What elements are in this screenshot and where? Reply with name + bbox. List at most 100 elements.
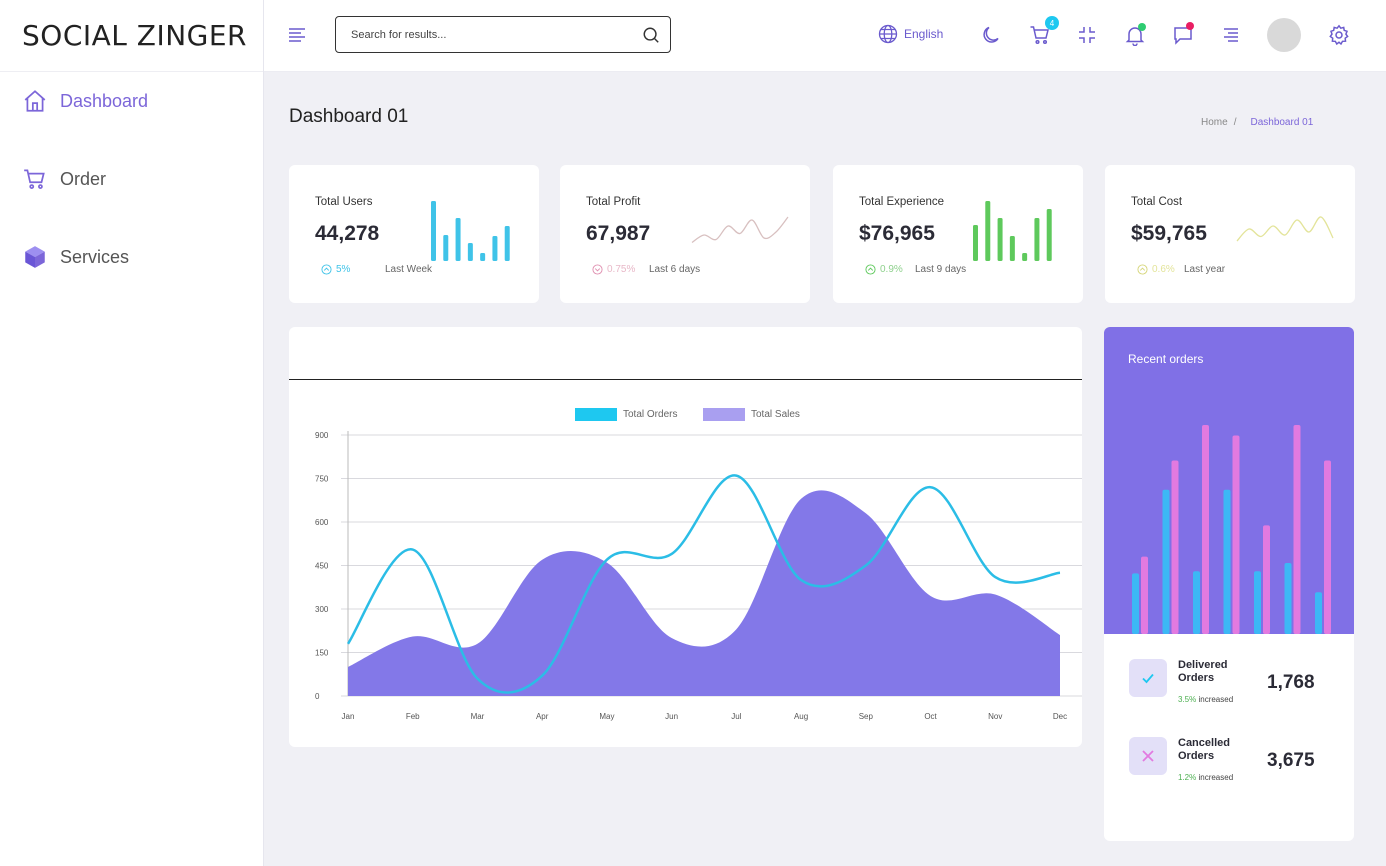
order-change-pct: 1.2%: [1178, 773, 1197, 782]
spark-bar: [492, 236, 498, 261]
orders-bar-blue: [1254, 571, 1261, 634]
order-change: 1.2% increased: [1178, 773, 1233, 782]
trend-up-icon: [865, 264, 876, 275]
legend-item-orders[interactable]: Total Orders: [575, 408, 677, 421]
orders-bar-blue: [1315, 592, 1322, 634]
trend-up-icon: [1137, 264, 1148, 275]
breadcrumb-home[interactable]: Home: [1201, 117, 1228, 128]
minimize-icon[interactable]: [1076, 24, 1098, 46]
stat-card-profit: Total Profit 67,987 0.75% Last 6 days: [560, 165, 810, 303]
stat-value: 44,278: [315, 222, 380, 245]
orders-bar-blue: [1162, 489, 1170, 634]
stat-change: 0.6%: [1152, 264, 1175, 275]
sidebar-item-services[interactable]: Services: [22, 244, 129, 270]
x-tick-label: Apr: [536, 712, 549, 721]
stat-value: $59,765: [1131, 222, 1207, 245]
stat-period: Last 6 days: [649, 264, 701, 275]
sidebar: SOCIAL ZINGER Dashboard Order Services: [0, 0, 264, 866]
search-icon[interactable]: [642, 26, 660, 44]
cart-icon: [24, 169, 45, 189]
orders-bar-pink: [1293, 425, 1301, 634]
recent-orders-bar-chart: [1132, 425, 1331, 634]
stat-label: Total Experience: [859, 196, 945, 208]
x-icon-box: [1129, 737, 1167, 775]
profit-line-sparkline: [691, 216, 789, 244]
spark-bar: [1046, 209, 1052, 261]
search-box: [335, 16, 671, 53]
stat-change: 0.9%: [880, 264, 903, 275]
stat-card-cost: Total Cost $59,765 0.6% Last year: [1105, 165, 1355, 303]
spark-bar: [504, 226, 510, 261]
stat-card-experience: Total Experience $76,965 0.9% Last 9 day…: [833, 165, 1083, 303]
y-tick-label: 600: [315, 518, 329, 527]
message-dot: [1186, 22, 1194, 30]
check-icon-box: [1129, 659, 1167, 697]
orders-line: [346, 474, 1061, 694]
orders-bar-blue: [1284, 562, 1292, 634]
breadcrumb-separator: /: [1233, 117, 1237, 128]
cube-icon: [25, 246, 45, 268]
y-tick-label: 750: [315, 475, 329, 484]
breadcrumb: Home / Dashboard 01: [1201, 117, 1313, 128]
orders-bar-pink: [1263, 525, 1270, 634]
spark-bar: [455, 218, 461, 261]
notification-dot: [1138, 23, 1146, 31]
y-tick-label: 300: [315, 605, 329, 614]
brand-logo[interactable]: SOCIAL ZINGER: [0, 0, 263, 72]
home-icon: [24, 90, 46, 112]
stat-trend: 0.9%: [865, 264, 903, 275]
gear-icon[interactable]: [1328, 24, 1350, 46]
search-input[interactable]: [336, 17, 626, 52]
sidebar-item-dashboard[interactable]: Dashboard: [22, 88, 148, 114]
spark-line: [691, 216, 789, 244]
order-value: 3,675: [1267, 750, 1315, 771]
legend-item-sales[interactable]: Total Sales: [703, 408, 800, 421]
stat-card-users: Total Users 44,278 5% Last Week: [289, 165, 539, 303]
recent-orders-title: Recent orders: [1128, 352, 1204, 366]
order-change-pct: 3.5%: [1178, 695, 1197, 704]
sales-area: [348, 490, 1060, 696]
stat-label: Total Cost: [1131, 196, 1183, 208]
page-title: Dashboard 01: [289, 106, 409, 127]
spark-bar: [431, 201, 436, 261]
spark-bar: [480, 253, 486, 261]
cart-count-badge: 4: [1045, 16, 1059, 30]
trend-up-icon: [321, 264, 332, 275]
breadcrumb-current: Dashboard 01: [1250, 117, 1314, 128]
moon-icon[interactable]: [981, 24, 1003, 46]
stat-value: 67,987: [586, 222, 651, 245]
x-tick-label: Aug: [794, 712, 808, 721]
menu-icon[interactable]: [288, 26, 306, 44]
legend-swatch: [575, 408, 617, 421]
orders-bar-blue: [1132, 573, 1139, 634]
sidebar-item-label: Services: [60, 246, 130, 267]
bell-icon[interactable]: [1124, 24, 1146, 46]
x-icon: [1142, 750, 1154, 762]
stat-change: 0.75%: [607, 264, 636, 275]
order-change-text: increased: [1198, 695, 1234, 704]
spark-bar: [443, 235, 449, 261]
avatar[interactable]: [1267, 18, 1301, 52]
recent-orders-header: Recent orders: [1104, 327, 1354, 634]
stat-period: Last 9 days: [915, 264, 967, 275]
stat-label: Total Profit: [586, 196, 641, 208]
stat-trend: 5%: [321, 264, 350, 275]
language-label: English: [904, 27, 944, 41]
cart-icon[interactable]: [1029, 24, 1051, 46]
orders-bar-pink: [1171, 460, 1179, 634]
x-tick-label: Dec: [1053, 712, 1067, 721]
users-bar-sparkline: [431, 201, 510, 261]
spark-bar: [467, 243, 473, 261]
orders-sales-chart-card: Total Orders Total Sales 0 150 300 450 600 75…: [289, 327, 1082, 747]
stat-trend: 0.75%: [592, 264, 635, 275]
top-header: English 4: [264, 0, 1386, 72]
order-value: 1,768: [1267, 672, 1315, 693]
align-right-icon[interactable]: [1220, 24, 1242, 46]
legend-label: Total Orders: [623, 409, 678, 420]
spark-bar: [985, 201, 991, 261]
y-tick-label: 0: [315, 692, 320, 701]
language-selector[interactable]: English: [878, 24, 943, 44]
experience-bar-sparkline: [973, 201, 1052, 261]
orders-bar-pink: [1232, 435, 1240, 634]
sidebar-item-order[interactable]: Order: [22, 166, 106, 192]
